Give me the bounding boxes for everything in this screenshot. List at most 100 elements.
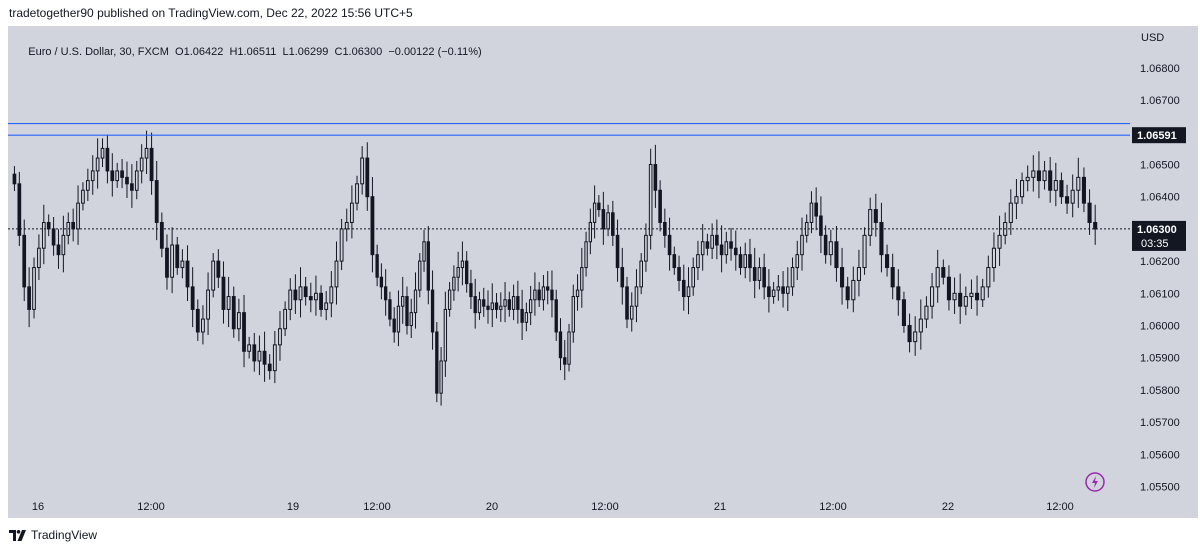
- y-tick-label: 1.06400: [1140, 192, 1180, 204]
- current-price-label-bg: [1132, 220, 1186, 251]
- symbol-legend: Euro / U.S. Dollar, 30, FXCM O1.06422 H1…: [28, 46, 482, 58]
- y-tick-label: 1.06500: [1140, 159, 1180, 171]
- candle-body: [885, 254, 890, 269]
- candle-body: [252, 344, 257, 362]
- legend-source: FXCM: [137, 46, 169, 58]
- candle-body: [1025, 176, 1030, 182]
- candle-body: [439, 360, 443, 394]
- candle-body: [790, 267, 795, 288]
- candle-body: [1031, 170, 1036, 178]
- candle-body: [201, 318, 205, 333]
- candle-body: [267, 363, 272, 372]
- candle-body: [334, 260, 339, 288]
- candle-body: [226, 296, 231, 310]
- candle-body: [823, 234, 828, 256]
- candle-body: [422, 241, 426, 262]
- candle-body: [388, 299, 392, 320]
- candle-body: [190, 286, 195, 310]
- candle-body: [890, 267, 895, 288]
- candle-body: [185, 260, 190, 288]
- x-tick-label: 19: [287, 501, 299, 513]
- candle-body: [834, 241, 839, 269]
- candle-body: [100, 147, 105, 159]
- candle-body: [247, 344, 252, 352]
- candle-body: [272, 344, 277, 372]
- candle-body: [221, 276, 226, 310]
- candle-body: [771, 289, 776, 298]
- candle-body: [809, 202, 814, 223]
- candle-body: [344, 221, 349, 230]
- candle-body: [592, 202, 597, 223]
- candle-body: [360, 157, 365, 185]
- candlestick-chart[interactable]: USD 1.06800 1.06700 1.06500 1.06400 1.06200 1.…: [8, 26, 1198, 518]
- candle-body: [924, 305, 929, 320]
- candle-body: [95, 157, 100, 172]
- y-tick-label: 1.05500: [1140, 482, 1180, 494]
- publisher-header: tradetogether90 published on TradingView…: [9, 6, 413, 20]
- legend-symbol: Euro / U.S. Dollar: [28, 46, 114, 58]
- candle-body: [17, 183, 22, 236]
- candle-body: [329, 286, 334, 304]
- candle-body: [639, 260, 643, 288]
- candle-body: [658, 189, 662, 223]
- candle-body: [443, 308, 448, 362]
- candle-body: [447, 289, 452, 310]
- candle-body: [681, 279, 686, 298]
- candle-body: [477, 299, 482, 314]
- candle-body: [580, 267, 584, 291]
- candle-body: [206, 289, 210, 320]
- candle-body: [456, 267, 460, 278]
- candle-body: [710, 234, 714, 249]
- candle-body: [469, 283, 473, 298]
- candle-body: [601, 209, 606, 230]
- candle-body: [946, 276, 951, 301]
- candle-body: [90, 170, 95, 182]
- countdown-label: 03:35: [1141, 238, 1169, 250]
- candle-body: [1036, 170, 1041, 182]
- candle-body: [819, 215, 823, 236]
- x-tick-label: 12:00: [363, 501, 391, 513]
- tradingview-footer[interactable]: TradingView: [9, 528, 97, 542]
- candle-body: [71, 221, 76, 230]
- y-tick-label: 1.06000: [1140, 321, 1180, 333]
- y-tick-label: 1.05700: [1140, 417, 1180, 429]
- y-tick-label: 1.06100: [1140, 288, 1180, 300]
- candle-body: [494, 302, 499, 310]
- candle-body: [786, 286, 790, 294]
- candle-body: [56, 244, 61, 256]
- candle-body: [1093, 221, 1098, 230]
- candle-body: [81, 189, 85, 204]
- candle-body: [781, 286, 785, 294]
- candle-body: [588, 221, 593, 243]
- candle-body: [606, 212, 610, 230]
- candle-body: [558, 331, 563, 359]
- candle-body: [236, 312, 241, 330]
- candle-body: [958, 292, 963, 307]
- candle-body: [216, 260, 221, 278]
- candle-body: [896, 286, 901, 301]
- candle-body: [719, 244, 724, 256]
- candle-body: [339, 228, 344, 262]
- candle-body: [696, 254, 700, 269]
- chart-panel[interactable]: USD 1.06800 1.06700 1.06500 1.06400 1.06200 1.…: [8, 26, 1198, 518]
- candle-body: [873, 209, 878, 223]
- candle-body: [879, 221, 884, 256]
- candle-body: [851, 279, 856, 301]
- candle-body: [1008, 202, 1013, 223]
- candle-body: [1087, 202, 1092, 223]
- y-tick-label: 1.06800: [1140, 63, 1180, 75]
- x-tick-label: 20: [486, 501, 498, 513]
- candle-body: [941, 267, 946, 278]
- candle-body: [435, 331, 439, 394]
- candle-body: [724, 241, 729, 256]
- candle-body: [511, 296, 516, 310]
- candle-body: [748, 254, 752, 269]
- legend-high: H1.06511: [229, 46, 277, 58]
- candle-body: [575, 289, 580, 298]
- x-tick-label: 16: [32, 501, 44, 513]
- candle-body: [597, 202, 601, 211]
- current-price-label: 1.06300: [1137, 224, 1177, 236]
- candle-body: [503, 299, 507, 307]
- candle-body: [134, 170, 139, 191]
- candle-body: [715, 234, 719, 246]
